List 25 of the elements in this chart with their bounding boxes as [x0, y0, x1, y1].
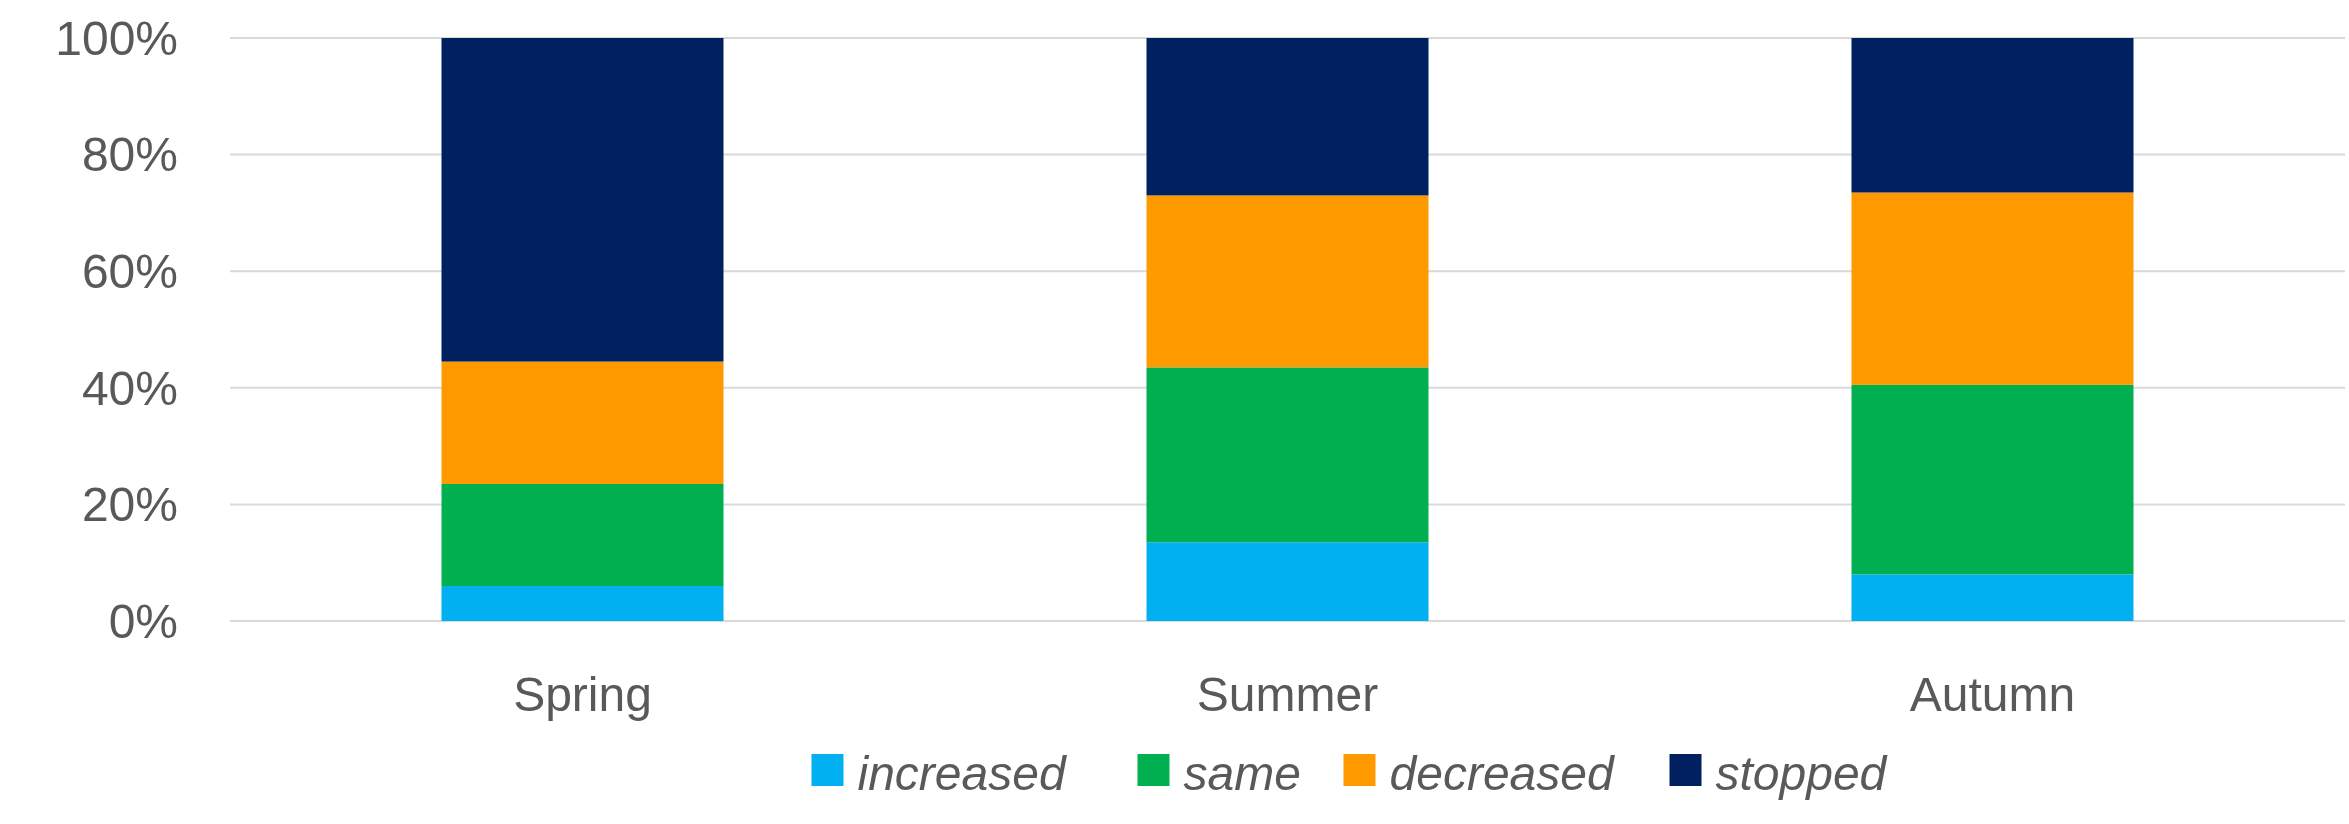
bar	[1851, 574, 2134, 621]
y-tick-label: 0%	[108, 594, 178, 648]
x-tick-label: Summer	[1196, 668, 1379, 721]
bar	[1146, 367, 1429, 543]
legend-label: increased	[857, 747, 1067, 800]
x-tick-label: Spring	[513, 668, 652, 721]
bar	[1146, 195, 1429, 368]
bar	[441, 361, 724, 484]
bar	[1146, 542, 1429, 621]
y-tick-label: 40%	[81, 361, 178, 415]
bar	[441, 484, 724, 587]
bar	[441, 38, 724, 362]
legend-label: stopped	[1715, 747, 1888, 800]
bar	[1851, 384, 2134, 575]
legend-label: decreased	[1389, 747, 1615, 800]
bar	[1146, 38, 1429, 196]
legend-label: same	[1183, 747, 1301, 800]
y-tick-label: 80%	[81, 128, 178, 182]
bar	[1851, 192, 2134, 385]
x-tick-label: Autumn	[1909, 668, 2076, 721]
y-tick-label: 100%	[55, 11, 178, 65]
bar	[441, 586, 724, 621]
y-tick-label: 60%	[81, 245, 178, 298]
bar	[1851, 38, 2134, 193]
y-tick-label: 20%	[81, 478, 178, 532]
